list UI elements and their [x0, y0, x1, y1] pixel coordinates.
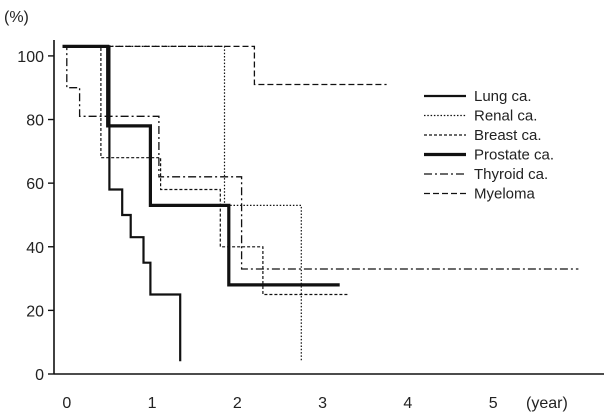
x-tick-label: 2 [233, 395, 242, 412]
tick-layer: 0 20 40 60 80 100 0 1 2 3 4 5 [17, 49, 497, 412]
y-tick-label: 80 [26, 113, 44, 130]
y-tick-label: 40 [26, 240, 44, 257]
legend-label-5: Thyroid ca. [474, 166, 548, 183]
x-tick-label: 4 [403, 395, 412, 412]
x-tick-label: 0 [62, 395, 71, 412]
x-tick-label: 5 [489, 395, 498, 412]
x-unit-label: (year) [526, 395, 568, 412]
legend-label-4: Prostate ca. [474, 147, 554, 164]
y-tick-label: 60 [26, 176, 44, 193]
y-tick-label: 0 [35, 367, 44, 384]
y-unit-label: (%) [4, 9, 29, 26]
legend-label-2: Renal ca. [474, 108, 537, 125]
series-line-6 [62, 45, 387, 86]
legend: Lung ca. Renal ca. Breast ca. Prostate ca. T… [424, 88, 554, 203]
legend-label-6: Myeloma [474, 186, 536, 203]
legend-label-3: Breast ca. [474, 127, 542, 144]
legend-label-1: Lung ca. [474, 88, 532, 105]
y-tick-label: 20 [26, 303, 44, 320]
series-line-3 [62, 45, 349, 296]
series-line-5 [62, 45, 579, 270]
series-layer [62, 44, 579, 362]
x-tick-label: 1 [148, 395, 157, 412]
x-tick-label: 3 [318, 395, 327, 412]
y-tick-label: 100 [17, 49, 44, 66]
series-line-4 [62, 44, 340, 287]
series-line-1 [62, 45, 182, 362]
